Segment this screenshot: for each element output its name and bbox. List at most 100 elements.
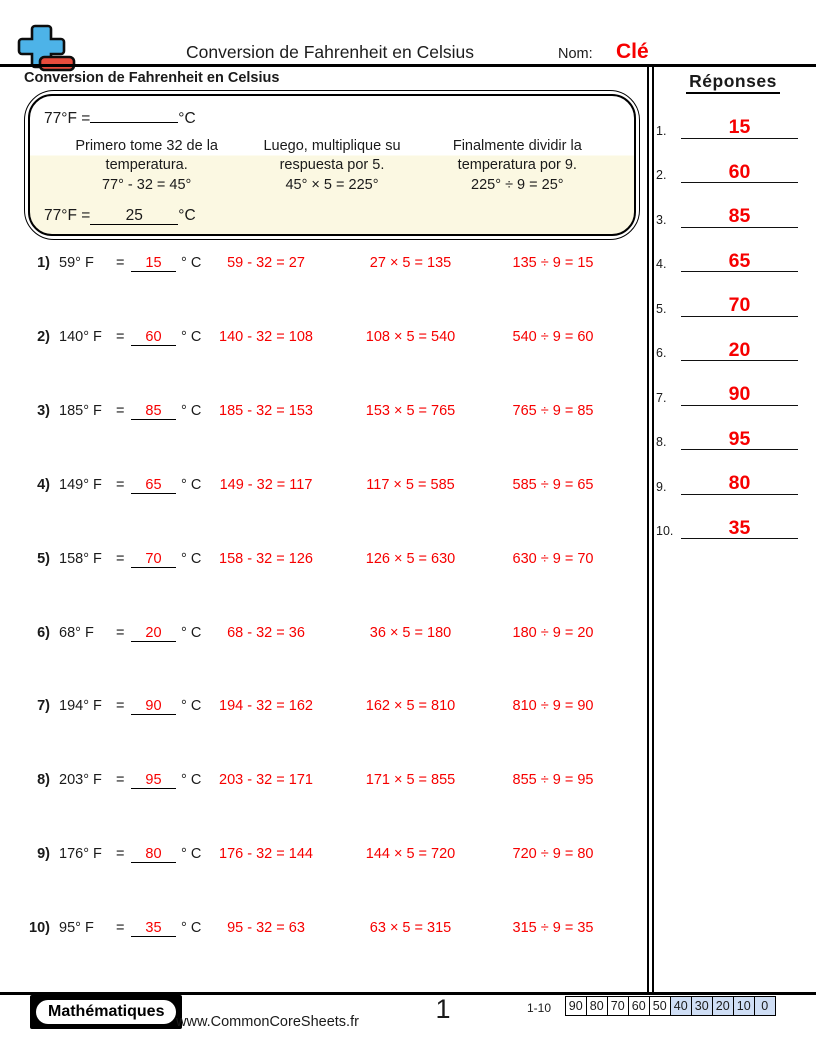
brand-badge: Mathématiques (30, 995, 183, 1029)
answer-value: 80 (681, 473, 798, 495)
celsius-unit: ° C (181, 550, 202, 567)
example-step-3: Finalmente dividir la temperatura por 9.… (425, 137, 610, 195)
problem-row: 5) 158° F = 70 ° C 158 - 32 = 126 126 × … (24, 551, 644, 568)
celsius-answer-blank: 60 (131, 329, 176, 346)
work-step-multiply: 126 × 5 = 630 (365, 550, 456, 567)
fahrenheit-value: 158° F (59, 550, 102, 567)
example-steps: Primero tome 32 de la temperatura. 77° -… (44, 137, 620, 195)
work-step-multiply: 117 × 5 = 585 (366, 476, 455, 493)
problem-number: 4) (37, 476, 50, 493)
score-grid: 90 80 70 60 50 40 30 20 10 0 (564, 996, 776, 1016)
work-step-divide: 540 ÷ 9 = 60 (512, 328, 594, 345)
example-step-2-equation: 45° × 5 = 225° (285, 177, 379, 194)
fahrenheit-value: 95° F (59, 920, 94, 937)
section-title: Conversion de Fahrenheit en Celsius (24, 70, 280, 86)
work-step-multiply: 108 × 5 = 540 (365, 328, 456, 345)
work-step-multiply: 153 × 5 = 765 (365, 402, 456, 419)
work-step-multiply: 27 × 5 = 135 (369, 255, 452, 271)
answers-panel-title: Réponses (660, 71, 806, 94)
example-box: 77°F = °C Primero tome 32 de la temperat… (24, 90, 640, 240)
equals-sign: = (116, 920, 125, 937)
score-cell: 80 (585, 996, 608, 1016)
work-step-subtract: 194 - 32 = 162 (219, 698, 313, 715)
celsius-unit: ° C (181, 772, 202, 789)
answer-number: 2. (656, 168, 667, 183)
celsius-answer-blank: 70 (131, 551, 176, 568)
answer-value: 85 (681, 206, 798, 228)
work-step-subtract: 140 - 32 = 108 (219, 328, 313, 345)
example-prompt-line: 77°F = °C (44, 105, 620, 128)
website-text: www.CommonCoreSheets.fr (176, 1014, 359, 1030)
celsius-answer-blank: 80 (131, 846, 176, 864)
fahrenheit-value: 59° F (59, 255, 94, 271)
problem-row: 1) 59° F = 15 ° C 59 - 32 = 27 27 × 5 = … (24, 255, 644, 272)
score-cell: 20 (711, 996, 734, 1016)
celsius-unit: ° C (181, 328, 202, 345)
work-step-divide: 765 ÷ 9 = 85 (512, 402, 594, 419)
answer-row: 2. 60 (656, 157, 798, 184)
answer-key-badge: Clé (616, 40, 649, 63)
celsius-answer-blank: 95 (131, 772, 176, 790)
equals-sign: = (116, 772, 125, 789)
celsius-answer-blank: 90 (131, 698, 176, 716)
celsius-answer-blank: 15 (131, 255, 176, 272)
work-step-divide: 315 ÷ 9 = 35 (512, 920, 594, 937)
answer-number: 3. (656, 212, 667, 227)
work-step-multiply: 162 × 5 = 810 (365, 698, 456, 715)
example-answer-line: 77°F = 25 °C (44, 207, 196, 225)
celsius-unit: ° C (181, 402, 202, 419)
answer-value: 70 (681, 295, 798, 317)
answer-row: 1. 15 (656, 113, 798, 139)
work-step-subtract: 59 - 32 = 27 (227, 255, 305, 271)
equals-sign: = (116, 476, 125, 493)
problem-row: 2) 140° F = 60 ° C 140 - 32 = 108 108 × … (24, 329, 644, 346)
page-number: 1 (435, 994, 451, 1024)
answer-row: 6. 20 (656, 335, 798, 362)
answer-value: 65 (681, 250, 798, 273)
equals-sign: = (116, 550, 125, 567)
equals-sign: = (116, 402, 125, 419)
problem-number: 3) (37, 402, 50, 419)
answer-row: 3. 85 (656, 202, 798, 228)
example-answer-prefix: 77°F = (44, 207, 91, 224)
celsius-answer-blank: 20 (131, 625, 176, 642)
score-cell: 0 (753, 996, 776, 1016)
answer-row: 7. 90 (656, 380, 798, 406)
example-step-2: Luego, multiplique su respuesta por 5. 4… (239, 137, 424, 195)
work-step-divide: 630 ÷ 9 = 70 (512, 550, 594, 567)
problem-row: 10) 95° F = 35 ° C 95 - 32 = 63 63 × 5 =… (24, 920, 644, 938)
work-step-multiply: 171 × 5 = 855 (365, 772, 456, 789)
problem-number: 10) (29, 920, 50, 937)
celsius-unit: ° C (181, 920, 202, 937)
problem-row: 8) 203° F = 95 ° C 203 - 32 = 171 171 × … (24, 772, 644, 790)
answer-value: 60 (681, 161, 798, 184)
answer-value: 15 (681, 117, 798, 139)
celsius-answer-blank: 65 (131, 477, 176, 494)
answers-panel-title-text: Réponses (686, 71, 780, 94)
answer-row: 10. 35 (656, 513, 798, 540)
celsius-unit: ° C (181, 846, 202, 863)
work-step-multiply: 63 × 5 = 315 (369, 920, 452, 937)
page-title: Conversion de Fahrenheit en Celsius (186, 42, 474, 62)
example-step-3-equation: 225° ÷ 9 = 25° (471, 177, 564, 194)
example-step-3-text: Finalmente dividir la temperatura por 9. (452, 138, 582, 174)
example-step-2-text: Luego, multiplique su respuesta por 5. (263, 138, 401, 174)
celsius-answer-blank: 35 (131, 920, 176, 938)
brand-label: Mathématiques (36, 1000, 177, 1024)
plus-minus-logo-icon (16, 24, 78, 79)
example-step-1: Primero tome 32 de la temperatura. 77° -… (54, 137, 239, 195)
answer-value: 90 (681, 384, 798, 406)
example-prompt-prefix: 77°F = (44, 110, 91, 127)
name-label: Nom: (558, 46, 593, 62)
score-cell: 30 (690, 996, 713, 1016)
example-step-1-equation: 77° - 32 = 45° (101, 177, 192, 194)
celsius-unit: ° C (181, 624, 202, 641)
problem-number: 5) (37, 550, 50, 567)
work-step-subtract: 176 - 32 = 144 (219, 846, 313, 863)
footer-divider (0, 992, 816, 995)
example-step-1-text: Primero tome 32 de la temperatura. (75, 138, 218, 174)
problem-row: 3) 185° F = 85 ° C 185 - 32 = 153 153 × … (24, 403, 644, 420)
answer-value: 35 (681, 518, 798, 540)
header-divider (0, 64, 816, 67)
answer-row: 9. 80 (656, 469, 798, 495)
